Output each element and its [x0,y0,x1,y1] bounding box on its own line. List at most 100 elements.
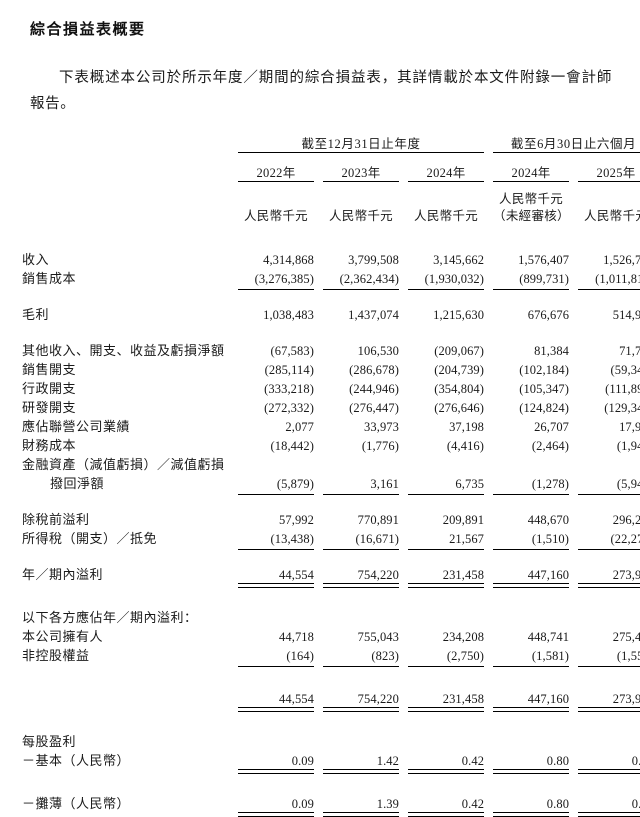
attributable-total-2024: 231,458 [408,688,485,712]
row-label-eps-basic: －基本（人民幣） [22,753,131,768]
rd-expenses-2024: (276,646) [434,401,485,415]
selling-expenses-2024h1: (102,184) [519,363,570,377]
owners-of-company-2022: 44,718 [279,630,314,644]
profit-before-tax-2024h1: 448,670 [527,513,570,527]
owners-of-company-2024h1: 448,741 [527,630,570,644]
row-label-finance-costs: 財務成本 [22,438,77,453]
table-row: 所得稅（開支）／抵免 (13,438) (16,671) 21,567 (1,5… [22,528,640,550]
table-row: 每股盈利 [22,731,640,750]
row-label-attributable-total [22,688,238,707]
profit-for-period-2022: 44,554 [238,564,314,588]
row-label-impairment-line1: 金融資產（減值虧損）／減值虧損 [22,457,225,472]
profit-for-period-2024: 231,458 [408,564,485,588]
group-header-halfyear: 截至6月30日止六個月 [493,133,640,153]
profit-before-tax-2023: 770,891 [357,513,399,527]
selling-expenses-2024: (204,739) [434,363,485,377]
admin-expenses-2025h1: (111,898) [605,382,640,396]
row-label-non-controlling: 非控股權益 [22,648,90,663]
owners-of-company-2025h1: 275,486 [612,630,640,644]
admin-expenses-2023: (244,946) [349,382,399,396]
table-row: 銷售成本 (3,276,385) (2,362,434) (1,930,032)… [22,268,640,290]
currency-header-2025-interim: 人民幣千元 [584,209,640,223]
table-currency-header-row: 人民幣千元 人民幣千元 人民幣千元 人民幣千元 （未經審核） 人民幣千元 [22,191,640,225]
share-of-associates-2022: 2,077 [285,420,314,434]
finance-costs-2024h1: (2,464) [531,439,570,453]
table-row: 以下各方應佔年／期內溢利： [22,607,640,626]
cost-of-sales-2025h1: (1,011,812) [578,268,640,290]
profit-before-tax-2025h1: 296,204 [612,513,640,527]
other-income-2025h1: 71,778 [619,344,640,358]
profit-for-period-2025h1: 273,932 [578,564,640,588]
revenue-2024h1: 1,576,407 [518,253,570,267]
eps-basic-2025h1: 0.49 [578,750,640,774]
table-row: 金融資產（減值虧損）／減值虧損 [22,454,640,473]
finance-costs-2023: (1,776) [361,439,399,453]
eps-diluted-2022: 0.09 [238,793,314,817]
table-row: 非控股權益 (164) (823) (2,750) (1,581) (1,554… [22,645,640,667]
table-year-header-row: 2022年 2023年 2024年 2024年 2025年 [22,162,640,182]
row-label-gross-profit: 毛利 [22,307,50,322]
year-header-2023: 2023年 [323,162,399,182]
other-income-2022: (67,583) [270,344,314,358]
currency-unit: 人民幣千元 [499,192,564,206]
eps-basic-2024: 0.42 [408,750,485,774]
table-row: 44,554 754,220 231,458 447,160 273,932 [22,688,640,712]
table-row: 收入 4,314,868 3,799,508 3,145,662 1,576,4… [22,249,640,268]
currency-header-2024-annual: 人民幣千元 [414,209,479,223]
gross-profit-2024h1: 676,676 [527,308,570,322]
income-tax-2023: (16,671) [323,528,399,550]
row-label-attributable-heading: 以下各方應佔年／期內溢利： [22,610,198,625]
row-label-eps-heading: 每股盈利 [22,734,77,749]
impairment-2023: 3,161 [323,473,399,495]
finance-costs-2025h1: (1,941) [616,439,640,453]
profit-for-period-2024h1: 447,160 [493,564,570,588]
admin-expenses-2022: (333,218) [264,382,314,396]
cost-of-sales-2023: (2,362,434) [323,268,399,290]
eps-diluted-2024h1: 0.80 [493,793,570,817]
row-label-rd-expenses: 研發開支 [22,400,77,415]
gross-profit-2024: 1,215,630 [433,308,485,322]
non-controlling-2022: (164) [238,645,314,667]
income-tax-2022: (13,438) [238,528,314,550]
non-controlling-2024h1: (1,581) [493,645,570,667]
year-header-2024-interim: 2024年 [493,162,570,182]
currency-header-2022: 人民幣千元 [243,209,308,223]
selling-expenses-2022: (285,114) [264,363,314,377]
table-row: －攤薄（人民幣） 0.09 1.39 0.42 0.80 0.49 [22,793,640,817]
row-label-selling-expenses: 銷售開支 [22,362,77,377]
table-row: 應佔聯營公司業績 2,077 33,973 37,198 26,707 17,9… [22,416,640,435]
admin-expenses-2024h1: (105,347) [519,382,570,396]
income-tax-2024h1: (1,510) [493,528,570,550]
finance-costs-2022: (18,442) [270,439,314,453]
table-row: 年／期內溢利 44,554 754,220 231,458 447,160 27… [22,564,640,588]
table-row: 毛利 1,038,483 1,437,074 1,215,630 676,676… [22,304,640,323]
eps-basic-2024h1: 0.80 [493,750,570,774]
cost-of-sales-2022: (3,276,385) [238,268,314,290]
table-row: 本公司擁有人 44,718 755,043 234,208 448,741 27… [22,626,640,645]
non-controlling-2023: (823) [323,645,399,667]
profit-before-tax-2022: 57,992 [279,513,314,527]
eps-basic-2023: 1.42 [323,750,399,774]
share-of-associates-2024h1: 26,707 [534,420,570,434]
non-controlling-2025h1: (1,554) [578,645,640,667]
rd-expenses-2024h1: (124,824) [519,401,570,415]
row-label-profit-before-tax: 除稅前溢利 [22,512,90,527]
other-income-2024: (209,067) [434,344,485,358]
selling-expenses-2023: (286,678) [349,363,399,377]
row-label-profit-for-period: 年／期內溢利 [22,567,104,582]
other-income-2023: 106,530 [357,344,399,358]
share-of-associates-2025h1: 17,965 [619,420,640,434]
owners-of-company-2024: 234,208 [442,630,485,644]
gross-profit-2022: 1,038,483 [263,308,314,322]
profit-before-tax-2024: 209,891 [442,513,485,527]
document-page: 綜合損益表概要 下表概述本公司於所示年度／期間的綜合損益表，其詳情載於本文件附錄… [22,22,640,817]
income-statement-table: 截至12月31日止年度 截至6月30日止六個月 2022年 2023年 2024… [22,133,640,817]
share-of-associates-2023: 33,973 [364,420,399,434]
table-row: 行政開支 (333,218) (244,946) (354,804) (105,… [22,378,640,397]
currency-header-2024-interim: 人民幣千元 （未經審核） [493,191,570,225]
row-label-other-income: 其他收入、開支、收益及虧損淨額 [22,343,225,358]
table-row: 其他收入、開支、收益及虧損淨額 (67,583) 106,530 (209,06… [22,340,640,359]
non-controlling-2024: (2,750) [408,645,485,667]
owners-of-company-2023: 755,043 [357,630,399,644]
attributable-total-2022: 44,554 [238,688,314,712]
